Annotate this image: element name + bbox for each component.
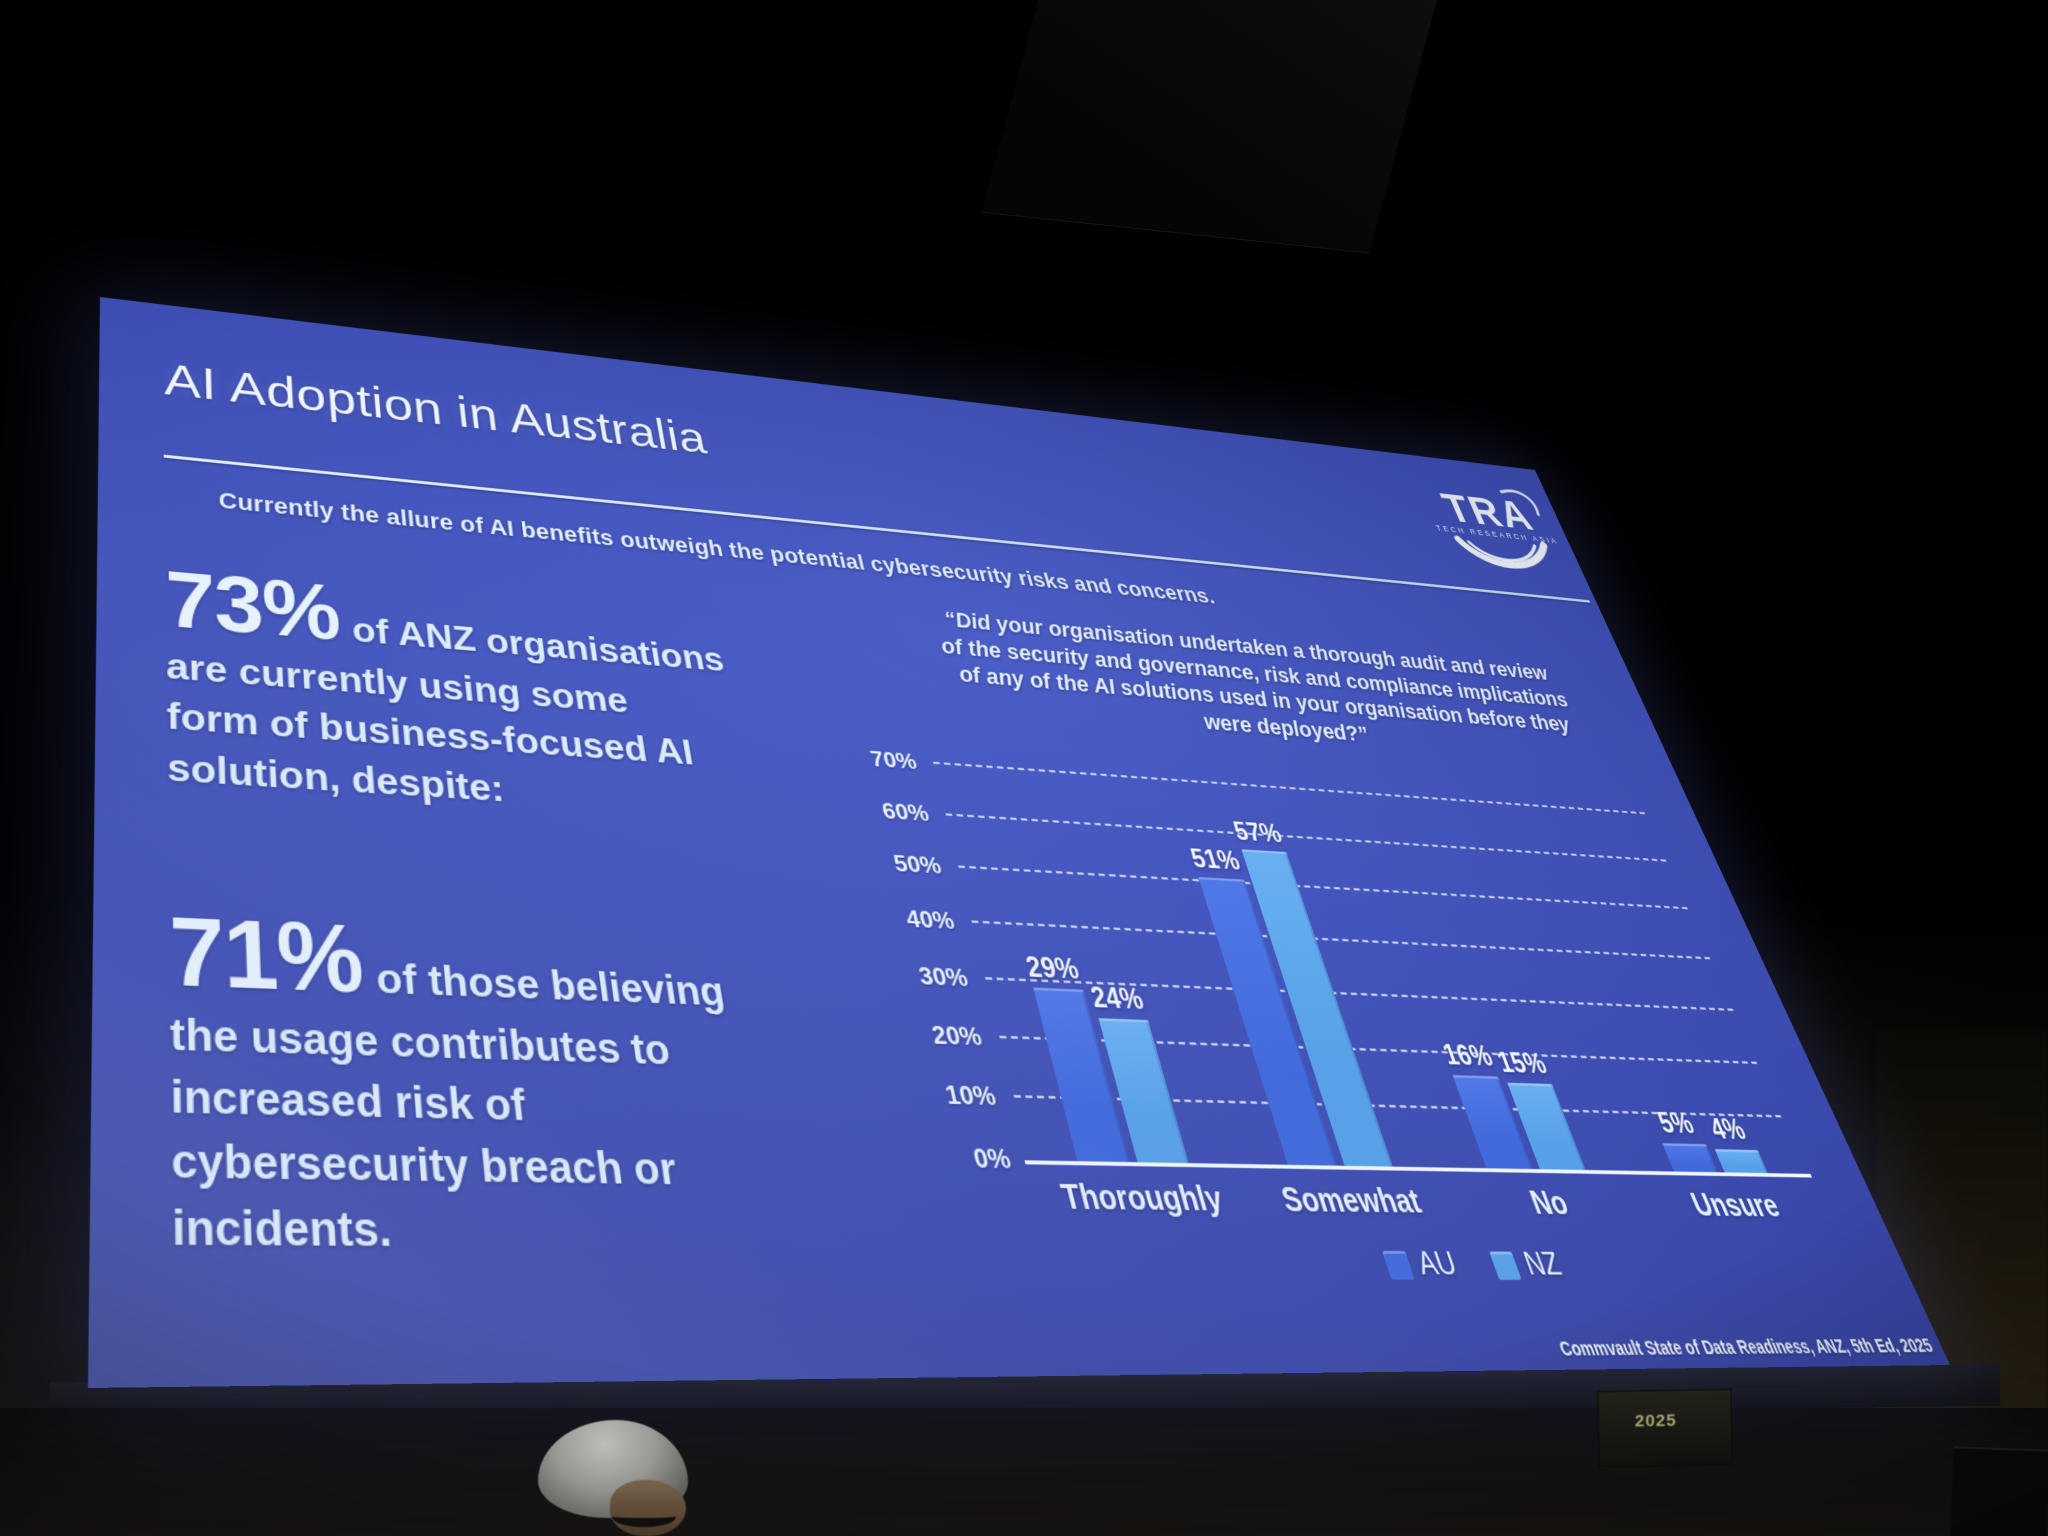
bar-au-unsure: 5% <box>1662 1143 1718 1173</box>
stat-value-71: 71% <box>169 899 366 1014</box>
legend-item-au: AU <box>1380 1246 1462 1284</box>
bar-value-au-thoroughly: 29% <box>1023 951 1082 986</box>
y-tick-label-20: 20% <box>929 1020 985 1052</box>
conference-room-photo: AI Adoption in Australia Currently the a… <box>0 0 2048 1536</box>
y-tick-label-60: 60% <box>880 798 932 828</box>
confidence-monitor: 2025 <box>1597 1389 1732 1467</box>
bar-value-au-somewhat: 51% <box>1187 844 1243 877</box>
category-label-thoroughly: Thoroughly <box>1029 1178 1255 1220</box>
chart-plot: 29% 24% Thoroughly 51% 57% Somewhat 16% 15% No 5%… <box>929 764 1812 1178</box>
bar-nz-unsure: 4% <box>1715 1150 1768 1174</box>
bar-value-nz-somewhat: 57% <box>1230 817 1285 849</box>
stat-block-71: 71% of those believing the usage contribut… <box>169 901 882 1264</box>
presenter <box>512 1418 727 1536</box>
ceiling-speaker <box>981 0 1439 253</box>
legend-label-nz: NZ <box>1519 1246 1566 1284</box>
confidence-monitor-text: 2025 <box>1635 1411 1677 1432</box>
y-tick-label-30: 30% <box>916 962 971 994</box>
y-tick-label-0: 0% <box>970 1143 1014 1176</box>
y-tick-label-40: 40% <box>904 905 958 936</box>
bar-value-nz-thoroughly: 24% <box>1088 981 1148 1016</box>
legend-swatch-au-icon <box>1382 1250 1415 1279</box>
slide-title: AI Adoption in Australia <box>164 352 711 463</box>
chart-title-quote: “Did your organisation undertaken a thor… <box>868 600 1650 771</box>
y-tick-label-70: 70% <box>868 746 919 775</box>
legend-item-nz: NZ <box>1487 1246 1566 1284</box>
category-label-somewhat: Somewhat <box>1243 1181 1459 1222</box>
category-label-no: No <box>1446 1184 1652 1224</box>
y-tick-label-50: 50% <box>891 851 944 881</box>
bar-value-au-no: 16% <box>1439 1039 1497 1073</box>
y-tick-label-10: 10% <box>943 1080 1000 1113</box>
stat-value-73: 73% <box>165 556 342 658</box>
bar-value-nz-no: 15% <box>1493 1047 1551 1081</box>
legend-swatch-nz-icon <box>1489 1251 1521 1279</box>
presenter-glasses <box>612 1504 676 1527</box>
chart-legend: AU NZ <box>1045 1244 1860 1284</box>
category-label-unsure: Unsure <box>1637 1187 1834 1226</box>
key-stats: 73% of ANZ organisations are currently usi… <box>165 558 906 1402</box>
stat-block-73: 73% of ANZ organisations are currently usi… <box>165 558 796 832</box>
side-monitor <box>1950 1446 2048 1536</box>
legend-label-au: AU <box>1413 1246 1462 1284</box>
room-floor <box>0 1408 2048 1536</box>
source-citation: Commvault State of Data Readiness, ANZ, … <box>1556 1335 1936 1360</box>
bar-value-au-unsure: 5% <box>1653 1107 1699 1140</box>
bar-value-nz-unsure: 4% <box>1705 1114 1751 1147</box>
